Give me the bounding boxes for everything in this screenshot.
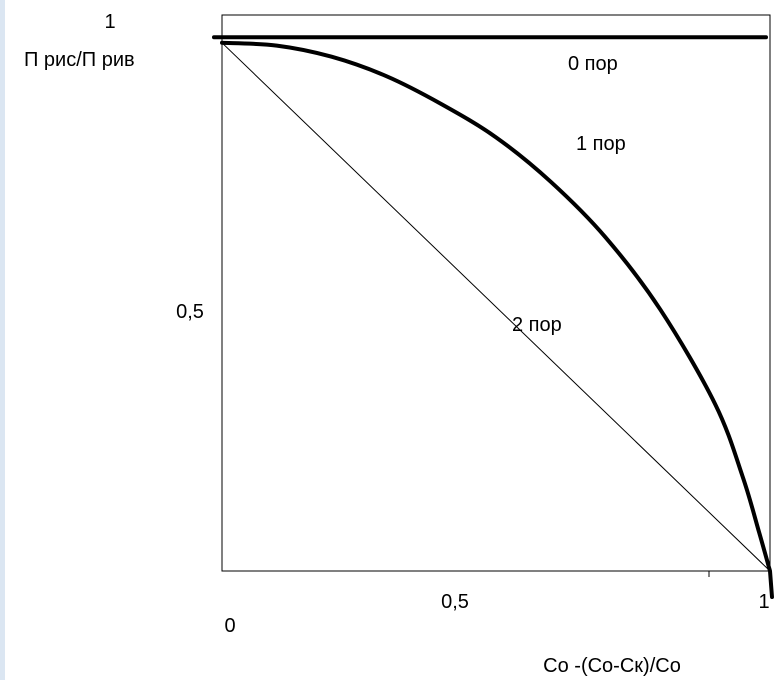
- y-axis-label: П рис/П рив: [24, 49, 135, 71]
- y-tick-label-0: 0,5: [176, 301, 204, 323]
- series-label-0: 0 пор: [568, 53, 618, 75]
- x-tick-label-2: 1: [758, 591, 769, 613]
- ticks-layer: 0 0,5 1 0,5 1: [104, 11, 769, 637]
- x-tick-label-1: 0,5: [441, 591, 469, 613]
- series-label-2: 2 пор: [512, 314, 562, 336]
- plot-frame: [221, 14, 771, 572]
- x-tick-label-0: 0: [224, 615, 235, 637]
- left-border-strip: [0, 0, 5, 680]
- series-line-2: [221, 42, 771, 572]
- series-label-1: 1 пор: [576, 133, 626, 155]
- y-tick-label-1: 1: [104, 11, 115, 33]
- x-axis-label: Co -(Co-Cк)/Co: [543, 655, 681, 677]
- series-layer: [212, 35, 774, 599]
- series-line-1: [220, 40, 774, 599]
